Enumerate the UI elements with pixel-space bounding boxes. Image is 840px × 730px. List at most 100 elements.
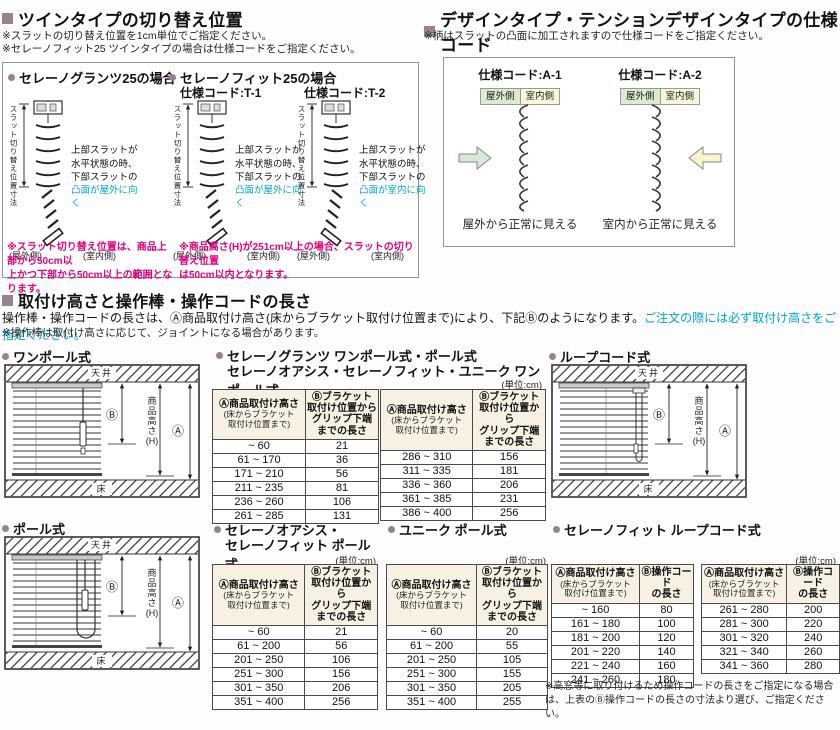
indoor-side-label: (室内側) xyxy=(371,251,404,261)
granz-annotation: 上部スラットが 水平状態の時、 下部スラットの 凸面が屋外に向く xyxy=(71,131,141,224)
height-section-title-text: 取付け高さと操作棒・操作コードの長さ xyxy=(18,294,312,311)
a2-column: 仕様コード:A-2 屋外側 室内側 xyxy=(596,66,724,105)
granz-subtitle-text: セレーノグランツ25の場合 xyxy=(19,71,176,86)
table-row: 336 ~ 360 206 xyxy=(379,477,546,493)
table-cell: 361 ~ 385 xyxy=(379,491,474,507)
granz-onepole-table-left: Ⓐ商品取付け高さ (床からブラケット 取付け位置まで) Ⓑブラケット 取付け位置か… xyxy=(212,389,379,524)
twin-diagram-box: セレーノグランツ25の場合 セレーノフィット25の場合 仕様コード:T-1 仕様… xyxy=(2,62,426,295)
oasis-title1: セレーノオアシス・ xyxy=(214,520,341,539)
table-header-row: Ⓐ商品取付け高さ (床からブラケット 取付け位置まで) Ⓑブラケット 取付け位置か… xyxy=(385,564,548,626)
square-marker-icon xyxy=(424,25,435,37)
header-mount-height: Ⓐ商品取付け高さ (床からブラケット 取付け位置まで) xyxy=(212,389,306,440)
slat-dimension-label: スラット切り替え位置寸法 xyxy=(297,105,306,207)
table-cell: 231 xyxy=(472,491,546,507)
table-cell: ~ 60 xyxy=(385,624,478,640)
table-row: ~ 60 20 xyxy=(385,624,548,640)
table-cell: 336 ~ 360 xyxy=(379,477,474,493)
table-row: 241 ~ 260 180 xyxy=(551,672,694,688)
a1-column: 仕様コード:A-1 屋外側 室内側 xyxy=(456,66,584,105)
a2-side-labels: 屋外側 室内側 xyxy=(596,88,724,105)
annotation-highlight: 凸面が屋外に向く xyxy=(235,185,302,210)
twin-section-title: ツインタイプの切り替え位置 xyxy=(2,6,243,31)
table-cell: 261 ~ 285 xyxy=(212,508,306,524)
outdoor-side-label: (屋外側) xyxy=(173,251,206,261)
fitloop-table-left: Ⓐ商品取付け高さ (床からブラケット 取付け位置まで) Ⓑ操作コード の長さ ~ … xyxy=(551,564,694,688)
table-cell: 21 xyxy=(304,624,378,640)
header-mount-height: Ⓐ商品取付け高さ (床からブラケット 取付け位置まで) xyxy=(379,389,474,451)
indoor-side-label: (室内側) xyxy=(247,251,280,261)
header-grip-length: Ⓑブラケット 取付け位置から グリップ下端 までの長さ xyxy=(304,564,378,626)
table-row: 286 ~ 310 156 xyxy=(379,449,546,465)
square-marker-icon xyxy=(2,294,13,306)
fit-subtitle-text: セレーノフィット25の場合 xyxy=(180,71,337,86)
table-row: 351 ~ 400 256 xyxy=(211,694,378,710)
slat-dimension-label: スラット切り替え位置寸法 xyxy=(9,105,18,207)
table-row: 301 ~ 350 205 xyxy=(385,680,548,696)
product-height-label: 商 品 高 さ (H) xyxy=(145,396,159,446)
table-cell: 220 xyxy=(786,616,840,632)
table-row: 181 ~ 200 120 xyxy=(551,630,694,646)
t2-drawing: スラット切り替え位置寸法 xyxy=(295,97,429,269)
table-cell: 240 xyxy=(786,630,840,646)
granz-onepole-table-right: Ⓐ商品取付け高さ (床からブラケット 取付け位置まで) Ⓑブラケット 取付け位置か… xyxy=(379,389,546,521)
table-row: 221 ~ 240 160 xyxy=(551,658,694,674)
table-cell: 251 ~ 300 xyxy=(385,666,478,682)
table-cell: 155 xyxy=(476,666,548,682)
outdoor-chip: 屋外側 xyxy=(619,88,661,105)
header-mount-height: Ⓐ商品取付け高さ (床からブラケット 取付け位置まで) xyxy=(385,564,478,626)
table-cell: 156 xyxy=(472,449,546,465)
bullet-icon xyxy=(8,74,15,81)
table-cell: 311 ~ 335 xyxy=(379,463,474,479)
header-grip-length: Ⓑブラケット 取付け位置から グリップ下端 までの長さ xyxy=(476,564,548,626)
loopcord-window-drawing xyxy=(551,364,747,498)
height-section-title: 取付け高さと操作棒・操作コードの長さ xyxy=(2,288,311,312)
granz-drawing: スラット切り替え位置寸法 xyxy=(7,97,141,269)
t1-spec-code: 仕様コード:T-1 xyxy=(180,86,262,100)
a1-spec-code: 仕様コード:A-1 xyxy=(478,68,562,82)
table-cell: 286 ~ 310 xyxy=(379,449,474,465)
table-header-row: Ⓐ商品取付け高さ (床からブラケット 取付け位置まで) Ⓑブラケット 取付け位置か… xyxy=(379,389,546,451)
slat-dimension-label: スラット切り替え位置寸法 xyxy=(173,105,182,207)
table-header-row: Ⓐ商品取付け高さ (床からブラケット 取付け位置まで) Ⓑブラケット 取付け位置か… xyxy=(211,564,378,626)
ceiling-label: 天井 xyxy=(88,367,116,379)
ceiling-label: 天井 xyxy=(635,367,663,379)
bullet-icon xyxy=(216,352,223,359)
table-cell: 341 ~ 360 xyxy=(700,658,788,674)
twin-note-1: ※スラットの切り替え位置を1cm単位でご指定ください。 xyxy=(2,30,273,42)
annotation-text: 上部スラットが 水平状態の時、 下部スラットの xyxy=(235,145,302,183)
table-row: 281 ~ 300 220 xyxy=(700,616,840,632)
table-cell: 236 ~ 260 xyxy=(212,494,306,510)
table-row: 341 ~ 360 280 xyxy=(700,658,840,674)
table-cell: 106 xyxy=(304,652,378,668)
table-cell: ~ 60 xyxy=(212,438,306,454)
onepole-diagram: 天井 床 Ⓑ 商 品 高 さ (H) Ⓐ xyxy=(4,364,200,498)
table-row: 236 ~ 260 106 xyxy=(212,494,379,510)
table-row: 351 ~ 400 255 xyxy=(385,694,548,710)
table-row: ~ 60 21 xyxy=(212,438,379,454)
ceiling-label: 天井 xyxy=(88,539,116,551)
a2-slats-drawing xyxy=(651,104,661,212)
t2-annotation: 上部スラットが 水平状態の時、 下部スラットの 凸面が室内に向く xyxy=(359,131,429,224)
fitloop-title-text: セレーノフィット ループコード式 xyxy=(564,523,761,538)
dim-b-label: Ⓑ xyxy=(106,408,119,422)
table-header-row: Ⓐ商品取付け高さ (床からブラケット 取付け位置まで) Ⓑ操作コード の長さ xyxy=(551,564,694,604)
unique-title-text: ユニーク ポール式 xyxy=(399,523,507,538)
annotation-text: 上部スラットが 水平状態の時、 下部スラットの xyxy=(71,145,138,183)
unique-pole-table: Ⓐ商品取付け高さ (床からブラケット 取付け位置まで) Ⓑブラケット 取付け位置か… xyxy=(385,564,548,710)
table-row: 301 ~ 350 206 xyxy=(211,680,378,696)
table-row: 211 ~ 235 81 xyxy=(212,480,379,496)
pole-subtitle: ポール式 xyxy=(2,519,65,538)
table-cell: 201 ~ 250 xyxy=(211,652,306,668)
dim-b-label: Ⓑ xyxy=(106,580,119,594)
table-cell: 81 xyxy=(305,480,379,496)
table-cell: ~ 60 xyxy=(211,624,306,640)
annotation-text: 上部スラットが 水平状態の時、 下部スラットの xyxy=(359,145,426,183)
table-cell: 200 xyxy=(786,602,840,618)
table-cell: 106 xyxy=(305,494,379,510)
table-cell: 280 xyxy=(786,658,840,674)
a2-caption: 室内から正常に見える xyxy=(602,219,718,231)
loopcord-diagram: 天井 床 Ⓑ 商 品 高 さ (H) Ⓐ xyxy=(551,364,747,498)
dim-b-label: Ⓑ xyxy=(653,408,666,422)
bullet-icon xyxy=(388,526,395,533)
